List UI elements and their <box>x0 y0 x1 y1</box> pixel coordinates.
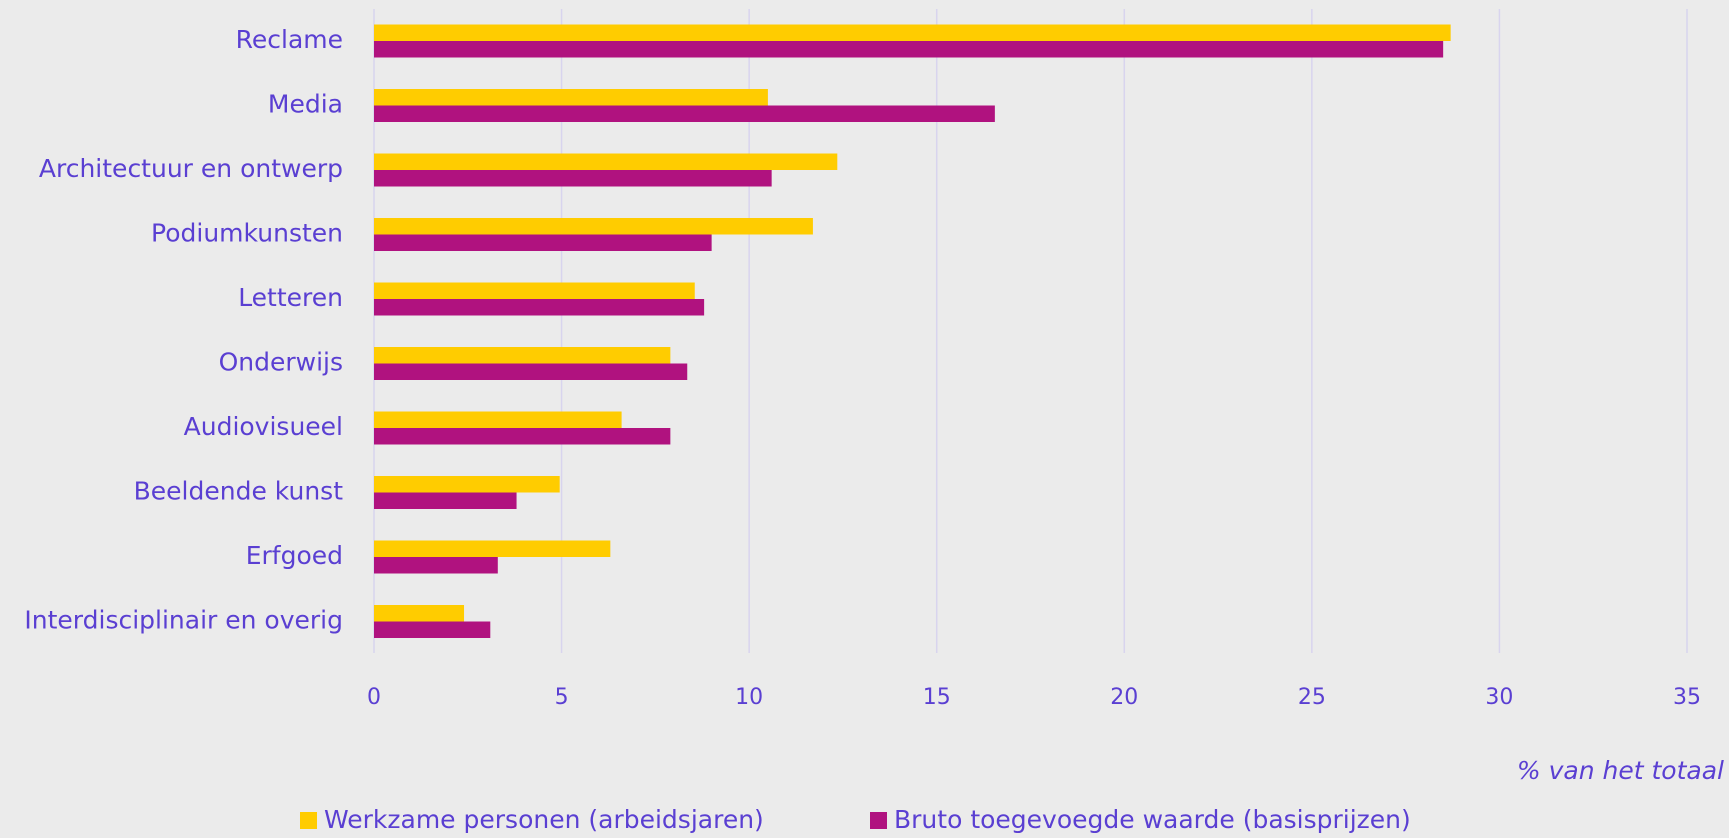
x-tick-label: 15 <box>923 685 951 710</box>
y-tick-label: Beeldende kunst <box>134 477 344 506</box>
x-tick-label: 0 <box>367 685 381 710</box>
bar <box>374 89 768 106</box>
legend-swatch <box>300 812 317 829</box>
y-tick-label: Podiumkunsten <box>151 219 343 248</box>
legend-swatch <box>870 812 887 829</box>
y-tick-label: Reclame <box>236 25 343 54</box>
bar <box>374 41 1444 58</box>
bar <box>374 24 1451 41</box>
bar <box>374 234 712 251</box>
y-tick-label: Onderwijs <box>219 348 343 377</box>
bar <box>374 428 671 445</box>
bar <box>374 411 622 428</box>
legend-label: Bruto toegevoegde waarde (basisprijzen) <box>894 805 1411 834</box>
bar <box>374 363 688 380</box>
bar <box>374 105 995 122</box>
x-tick-label: 35 <box>1673 685 1701 710</box>
x-tick-label: 5 <box>555 685 569 710</box>
y-tick-label: Erfgoed <box>246 541 343 570</box>
y-tick-label: Audiovisueel <box>184 412 343 441</box>
bar <box>374 605 465 622</box>
y-tick-label: Media <box>268 90 343 119</box>
x-tick-label: 25 <box>1298 685 1326 710</box>
bar <box>374 621 491 638</box>
bar <box>374 218 813 235</box>
x-tick-label: 30 <box>1485 685 1513 710</box>
legend-label: Werkzame personen (arbeidsjaren) <box>324 805 764 834</box>
bar <box>374 299 705 316</box>
bar <box>374 476 560 493</box>
bar <box>374 492 517 509</box>
bar <box>374 347 671 364</box>
bar <box>374 153 838 170</box>
y-tick-label: Interdisciplinair en overig <box>24 606 343 635</box>
bar <box>374 282 695 299</box>
bar <box>374 540 611 557</box>
y-tick-label: Letteren <box>238 283 343 312</box>
bar <box>374 170 772 187</box>
bar <box>374 557 498 574</box>
x-axis-label: % van het totaal <box>1517 756 1724 785</box>
x-tick-label: 10 <box>735 685 763 710</box>
x-tick-label: 20 <box>1110 685 1138 710</box>
y-tick-label: Architectuur en ontwerp <box>39 154 343 183</box>
